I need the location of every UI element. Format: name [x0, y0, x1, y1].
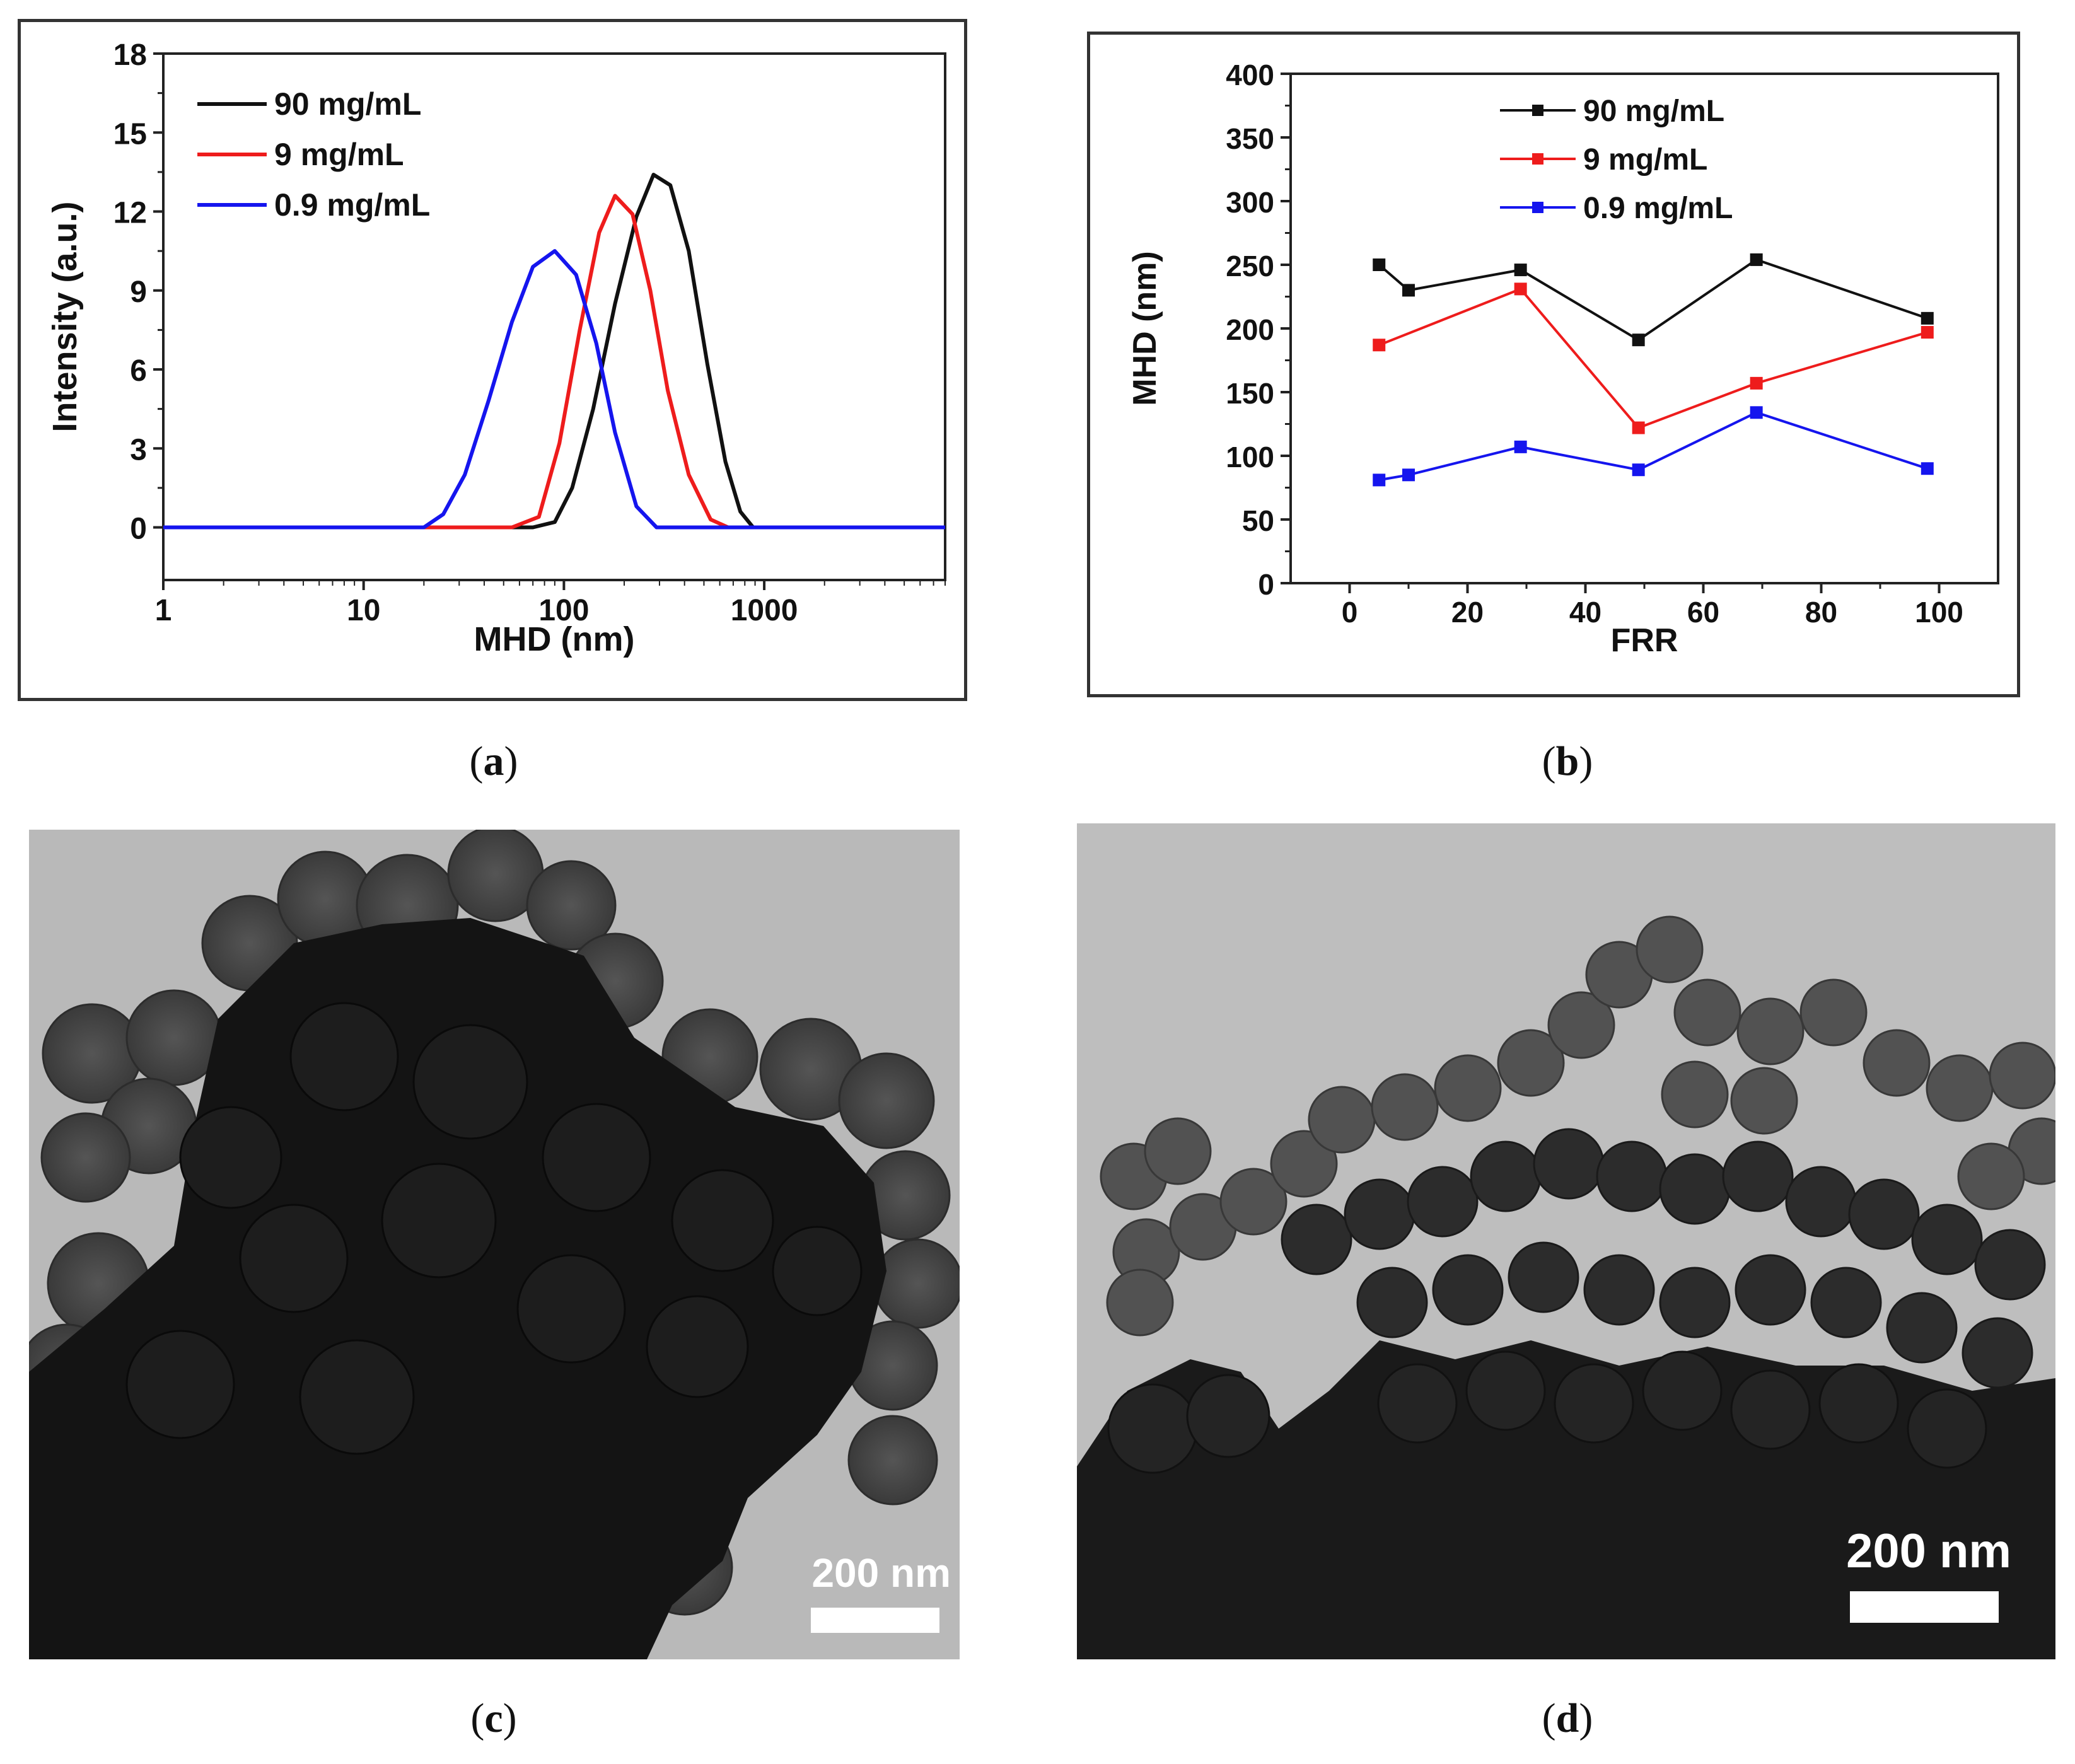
- y-tick-label: 18: [113, 38, 147, 72]
- x-tick-label: 10: [347, 594, 380, 627]
- tem-image-c: 200 nm: [29, 830, 960, 1659]
- y-tick-label: 12: [113, 197, 147, 230]
- panel-label-d: (d): [1542, 1695, 1593, 1741]
- y-tick-label: 50: [1242, 504, 1274, 537]
- legend-marker: [1532, 202, 1543, 213]
- data-point-marker: [1373, 339, 1386, 352]
- x-tick-label: 100: [538, 594, 589, 627]
- legend-label: 90 mg/mL: [1583, 95, 1724, 128]
- data-point-marker: [1514, 282, 1527, 296]
- x-tick-label: 1000: [731, 594, 798, 627]
- panel-label-c: (c): [470, 1695, 517, 1741]
- legend-label: 9 mg/mL: [1583, 143, 1707, 177]
- data-point-marker: [1750, 376, 1763, 390]
- legend-label: 90 mg/mL: [274, 86, 421, 122]
- y-tick-label: 15: [113, 117, 147, 151]
- y-tick-label: 100: [1226, 441, 1274, 473]
- data-point-marker: [1373, 473, 1386, 487]
- data-point-marker: [1921, 311, 1934, 325]
- mhd-vs-frr-chart: 0 50 100 150 200 250 300 350 400 0 20 40 60 80 100 FRR M…: [1127, 59, 1999, 659]
- y-tick-label: 3: [130, 433, 147, 467]
- nanoparticle-aggregate-c: [29, 830, 960, 1659]
- x-tick-label: 100: [1915, 596, 1963, 629]
- y-tick-label: 0: [130, 513, 147, 546]
- panel-label-b: (b): [1542, 738, 1593, 784]
- legend-label: 9 mg/mL: [274, 137, 404, 172]
- chart-panel-b: 0 50 100 150 200 250 300 350 400 0 20 40 60 80 100 FRR M…: [1087, 32, 2020, 697]
- legend-label: 0.9 mg/mL: [1583, 192, 1733, 225]
- legend-marker: [1532, 153, 1543, 165]
- y-tick-label: 200: [1226, 313, 1274, 346]
- y-tick-label: 300: [1226, 186, 1274, 219]
- x-tick-label: 0: [1342, 596, 1358, 629]
- y-tick-label: 250: [1226, 250, 1274, 282]
- data-point-marker: [1632, 421, 1645, 434]
- legend-label: 0.9 mg/mL: [274, 187, 430, 223]
- y-tick-label: 150: [1226, 377, 1274, 410]
- y-axis-label: MHD (nm): [1127, 251, 1163, 406]
- x-tick-label: 80: [1805, 596, 1837, 629]
- x-axis-label: MHD (nm): [474, 620, 635, 658]
- x-tick-label: 60: [1687, 596, 1719, 629]
- chart-panel-a: 0 3 6 9 12 15 18 1 10 100 1000 MHD (nm) Intensity (a…: [18, 19, 967, 701]
- tem-image-d: 200 nm: [1077, 823, 2055, 1659]
- series-line-0-9-mg-ml: [163, 249, 945, 530]
- x-tick-label: 20: [1451, 596, 1484, 629]
- series-line-9-mg-ml: [163, 194, 945, 530]
- series-line-9-mg-ml: [1378, 287, 1928, 429]
- x-axis-label: FRR: [1611, 622, 1678, 659]
- scale-bar: [811, 1608, 939, 1633]
- data-point-marker: [1632, 463, 1645, 477]
- y-tick-label: 6: [130, 354, 147, 388]
- y-tick-label: 350: [1226, 122, 1274, 155]
- data-point-marker: [1750, 253, 1763, 266]
- data-point-marker: [1514, 264, 1527, 277]
- data-point-marker: [1750, 406, 1763, 419]
- data-point-marker: [1402, 284, 1415, 297]
- series-line-90-mg-ml: [163, 173, 945, 530]
- nanoparticle-aggregate-d: [1077, 915, 2055, 1659]
- y-tick-label: 9: [130, 276, 147, 309]
- x-tick-label: 40: [1569, 596, 1601, 629]
- x-tick-label: 1: [155, 594, 172, 627]
- data-point-marker: [1373, 258, 1386, 271]
- series-line-90-mg-ml: [1378, 258, 1928, 342]
- panel-label-a: (a): [469, 738, 518, 784]
- legend-marker: [1532, 105, 1543, 116]
- intensity-vs-mhd-chart: 0 3 6 9 12 15 18 1 10 100 1000 MHD (nm) Intensity (a…: [46, 38, 946, 658]
- y-tick-label: 400: [1226, 59, 1274, 91]
- y-tick-label: 0: [1258, 568, 1274, 601]
- data-point-marker: [1921, 462, 1934, 475]
- scale-bar-label: 200 nm: [1846, 1524, 2011, 1578]
- data-point-marker: [1632, 334, 1645, 347]
- scale-bar: [1850, 1591, 1999, 1623]
- data-point-marker: [1402, 468, 1415, 482]
- data-point-marker: [1514, 440, 1527, 453]
- plot-area-border: [162, 52, 946, 581]
- data-point-marker: [1921, 326, 1934, 339]
- y-axis-label: Intensity (a.u.): [46, 201, 84, 432]
- scale-bar-label: 200 nm: [811, 1550, 951, 1596]
